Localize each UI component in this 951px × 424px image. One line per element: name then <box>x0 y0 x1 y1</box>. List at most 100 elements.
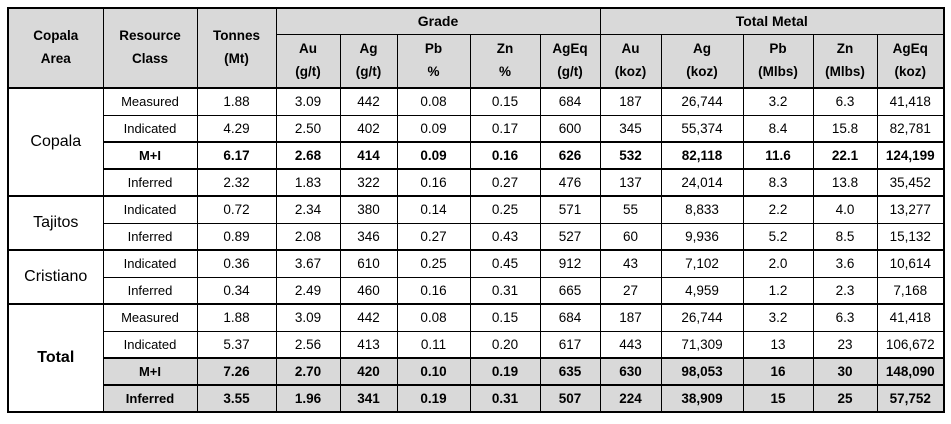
value-cell: 635 <box>539 357 601 386</box>
value-cell: 8.3 <box>742 168 814 197</box>
value-cell: 2.32 <box>196 168 277 197</box>
resource-class-cell: Indicated <box>102 330 198 359</box>
value-cell: 148,090 <box>876 357 945 386</box>
value-cell: 346 <box>339 222 398 251</box>
value-cell: 2.3 <box>812 276 878 305</box>
resource-class-cell: Inferred <box>102 222 198 251</box>
col-header-ag-1: Ag (koz) <box>660 33 744 89</box>
value-cell: 25 <box>812 384 878 413</box>
header-subrow: Au (g/t) Ag (g/t) Pb% Zn% AgEq (g/t) Au (koz) Ag (k… <box>8 33 945 89</box>
value-cell: 3.67 <box>275 249 341 278</box>
col-header-tonnes-line2: (Mt) <box>224 51 249 66</box>
table-row: M+I 6.17 2.68 414 0.09 0.16 626 532 82,118 11.6 22… <box>8 141 945 170</box>
table-row: Total Measured 1.88 3.09 442 0.08 0.15 684 187 26… <box>7 303 945 413</box>
value-cell: 0.16 <box>396 276 471 305</box>
value-cell: 0.19 <box>396 384 471 413</box>
table-row: Inferred 3.55 1.96 341 0.19 0.31 507 224 38,909 1… <box>8 384 945 413</box>
value-cell: 0.27 <box>469 168 541 197</box>
value-cell: 2.68 <box>275 141 341 170</box>
value-cell: 8,833 <box>660 195 744 224</box>
col-header-metal-label: AgEq <box>552 40 588 56</box>
col-header-pb-0: Pb% <box>396 33 471 89</box>
value-cell: 71,309 <box>660 330 744 359</box>
col-header-metal-label: Au <box>299 40 317 56</box>
col-header-tonnes-line1: Tonnes <box>213 28 260 44</box>
value-cell: 0.16 <box>469 141 541 170</box>
value-cell: 0.16 <box>396 168 471 197</box>
value-cell: 1.88 <box>196 87 277 116</box>
col-header-resource-class-line2: Class <box>131 51 169 66</box>
value-cell: 1.96 <box>275 384 341 413</box>
value-cell: 224 <box>599 384 662 413</box>
table-row: Cristiano Indicated 0.36 3.67 610 0.25 0.45 912… <box>7 249 945 305</box>
col-header-metal-label: Zn <box>496 40 514 56</box>
value-cell: 0.45 <box>469 249 541 278</box>
value-cell: 4,959 <box>660 276 744 305</box>
value-cell: 24,014 <box>660 168 744 197</box>
value-cell: 0.08 <box>396 87 471 116</box>
value-cell: 665 <box>539 276 601 305</box>
area-cell-copala: Copala <box>7 87 104 197</box>
value-cell: 106,672 <box>876 330 945 359</box>
value-cell: 345 <box>599 114 662 143</box>
value-cell: 3.2 <box>742 303 814 332</box>
value-cell: 507 <box>539 384 601 413</box>
col-group-grade: Grade <box>275 7 601 35</box>
value-cell: 7,168 <box>876 276 945 305</box>
value-cell: 8.5 <box>812 222 878 251</box>
table-row: Indicated 5.37 2.56 413 0.11 0.20 617 443 71,309… <box>8 330 945 359</box>
value-cell: 626 <box>539 141 601 170</box>
table-body: Copala Measured 1.88 3.09 442 0.08 0.15 684 187 2… <box>7 87 945 413</box>
col-header-unit-label: (g/t) <box>355 63 382 79</box>
col-header-metal-label: Zn <box>836 40 854 56</box>
table-header: Copala Area Resource Class Tonnes (Mt) G… <box>7 7 945 89</box>
value-cell: 98,053 <box>660 357 744 386</box>
resource-class-cell: Indicated <box>102 195 198 224</box>
value-cell: 43 <box>599 249 662 278</box>
table-row: M+I 7.26 2.70 420 0.10 0.19 635 630 98,053 16 30 14… <box>8 357 945 386</box>
value-cell: 6.3 <box>812 87 878 116</box>
value-cell: 1.2 <box>742 276 814 305</box>
value-cell: 684 <box>539 87 601 116</box>
col-header-unit-label: % <box>498 63 511 79</box>
value-cell: 13.8 <box>812 168 878 197</box>
value-cell: 82,781 <box>876 114 945 143</box>
area-cell-tajitos: Tajitos <box>7 195 104 251</box>
col-header-copala-area-line1: Copala <box>33 28 79 44</box>
value-cell: 7,102 <box>660 249 744 278</box>
value-cell: 460 <box>339 276 398 305</box>
col-header-unit-label: (g/t) <box>557 63 583 79</box>
value-cell: 55,374 <box>660 114 744 143</box>
table-row: Indicated 4.29 2.50 402 0.09 0.17 600 345 55,374… <box>8 114 945 143</box>
col-header-metal-label: Ag <box>693 40 711 56</box>
value-cell: 11.6 <box>742 141 814 170</box>
value-cell: 0.25 <box>469 195 541 224</box>
col-header-metal-label: Ag <box>359 40 378 56</box>
value-cell: 610 <box>339 249 398 278</box>
resource-estimate-table: Copala Area Resource Class Tonnes (Mt) G… <box>7 7 945 413</box>
value-cell: 2.08 <box>275 222 341 251</box>
value-cell: 527 <box>539 222 601 251</box>
value-cell: 6.3 <box>812 303 878 332</box>
header-group-row: Copala Area Resource Class Tonnes (Mt) G… <box>7 7 945 89</box>
col-header-resource-class-line1: Resource <box>119 28 181 44</box>
value-cell: 35,452 <box>876 168 945 197</box>
col-header-zn-1: Zn (Mlbs) <box>812 33 878 89</box>
value-cell: 0.17 <box>469 114 541 143</box>
value-cell: 38,909 <box>660 384 744 413</box>
value-cell: 0.09 <box>396 141 471 170</box>
value-cell: 5.37 <box>196 330 277 359</box>
value-cell: 443 <box>599 330 662 359</box>
value-cell: 2.0 <box>742 249 814 278</box>
value-cell: 1.83 <box>275 168 341 197</box>
value-cell: 13,277 <box>876 195 945 224</box>
value-cell: 0.09 <box>396 114 471 143</box>
value-cell: 3.09 <box>275 87 341 116</box>
value-cell: 442 <box>339 303 398 332</box>
value-cell: 9,936 <box>660 222 744 251</box>
value-cell: 30 <box>812 357 878 386</box>
col-header-metal-label: Au <box>621 40 640 56</box>
value-cell: 2.56 <box>275 330 341 359</box>
value-cell: 476 <box>539 168 601 197</box>
value-cell: 3.2 <box>742 87 814 116</box>
